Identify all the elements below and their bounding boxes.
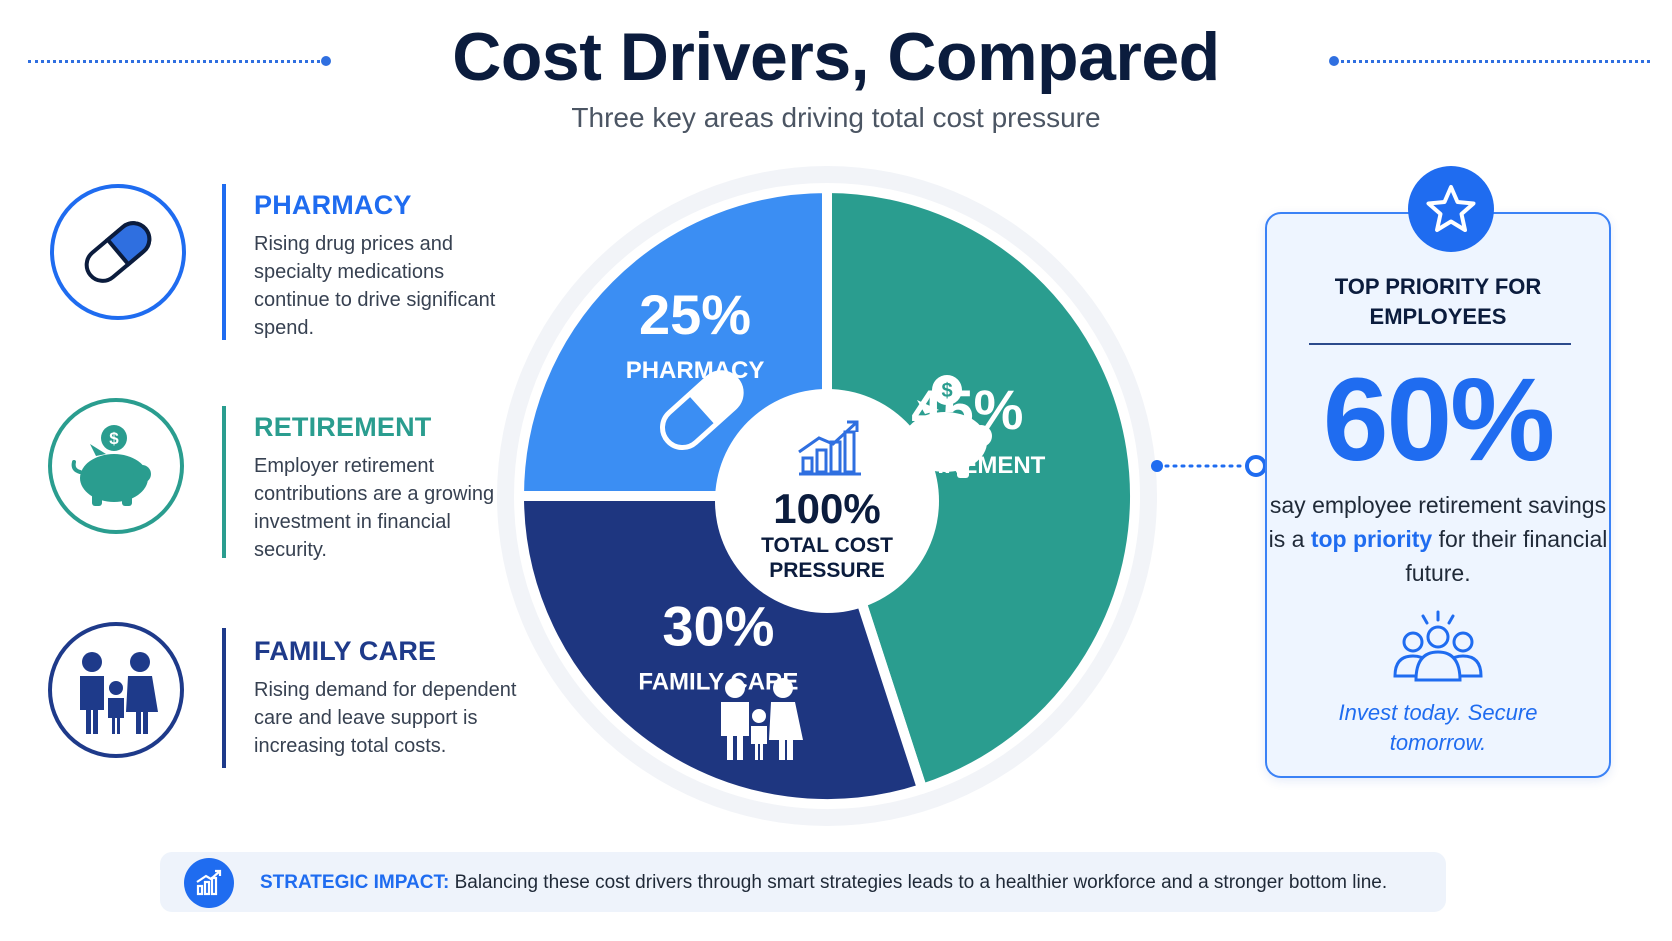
callout-footer: Invest today. Secure tomorrow.	[1265, 698, 1611, 758]
pie-slice-retirement	[822, 183, 1140, 794]
pie-retirement-piggy-icon: $	[903, 375, 992, 478]
pie-pharmacy-pill-icon	[660, 370, 744, 451]
legend-retirement-bar	[222, 406, 226, 558]
legend-retirement-badge: $	[48, 398, 184, 534]
legend-pharmacy-bar	[222, 184, 226, 340]
header-divider-right-dot	[1329, 56, 1339, 66]
legend-family-care-badge	[48, 622, 184, 758]
piggy-bank-icon: $	[71, 425, 151, 506]
growth-chart-icon	[798, 420, 861, 476]
family-icon	[80, 652, 158, 734]
header-divider-right	[1334, 60, 1650, 63]
header-divider-left	[28, 60, 326, 63]
legend-family-care-bar	[222, 628, 226, 768]
callout-heading-line-2: EMPLOYEES	[1369, 304, 1507, 329]
legend-pharmacy-text: Rising drug prices and specialty medicat…	[254, 233, 496, 339]
callout-footer-line-1: Invest today. Secure	[1338, 700, 1538, 725]
banner-badge	[184, 858, 234, 908]
callout-text-after: for their financial future.	[1405, 526, 1608, 586]
callout-connector	[1151, 455, 1267, 477]
pie-category-label: FAMILY CARE	[638, 669, 798, 696]
callout-heading-line-1: TOP PRIORITY FOR	[1334, 274, 1542, 299]
callout-star-badge	[1408, 166, 1494, 252]
growth-chart-icon	[196, 869, 222, 896]
star-icon	[1426, 185, 1476, 232]
callout-big-number: 60%	[1322, 354, 1555, 486]
pie-value-label: 30%	[662, 595, 774, 658]
pie-center-disc	[715, 389, 939, 613]
callout-text-before: say employee retirement savings is a	[1268, 492, 1607, 552]
pie-center-label-2: PRESSURE	[769, 559, 885, 582]
callout-footer-line-2: tomorrow.	[1389, 730, 1487, 755]
pie-center-value: 100%	[773, 485, 880, 532]
callout-card	[1265, 212, 1611, 778]
callout-heading: TOP PRIORITY FOR EMPLOYEES	[1265, 272, 1611, 332]
header-divider-left-dot	[321, 56, 331, 66]
banner-label: STRATEGIC IMPACT:	[260, 872, 450, 893]
callout-description: say employee retirement savings is a top…	[1265, 488, 1611, 590]
legend-retirement-text: Employer retirement contributions are a …	[254, 455, 495, 561]
svg-text:$: $	[109, 429, 119, 448]
svg-text:$: $	[941, 380, 952, 402]
pie-center-label-1: TOTAL COST	[761, 534, 893, 557]
group-icon	[1393, 610, 1483, 682]
pie-family-icon	[721, 678, 803, 760]
legend-pharmacy-heading: PHARMACY	[254, 190, 412, 220]
pie-category-label: PHARMACY	[626, 357, 765, 384]
banner-text: STRATEGIC IMPACT: Balancing these cost d…	[260, 872, 1387, 894]
pie-slice-pharmacy	[514, 183, 832, 501]
legend-family-care-heading: FAMILY CARE	[254, 636, 437, 666]
pill-icon	[84, 221, 152, 283]
pie-value-label: 25%	[639, 283, 751, 346]
legend-retirement-heading: RETIREMENT	[254, 412, 432, 442]
page-title: Cost Drivers, Compared	[452, 19, 1220, 95]
banner-message: Balancing these cost drivers through sma…	[449, 872, 1388, 893]
callout-divider	[1309, 343, 1571, 345]
page-subtitle: Three key areas driving total cost press…	[571, 102, 1101, 133]
legend-pharmacy-badge	[50, 184, 186, 320]
legend-family-care-text: Rising demand for dependent care and lea…	[254, 679, 517, 757]
strategic-impact-banner	[160, 852, 1446, 912]
callout-text-highlight: top priority	[1310, 526, 1433, 552]
